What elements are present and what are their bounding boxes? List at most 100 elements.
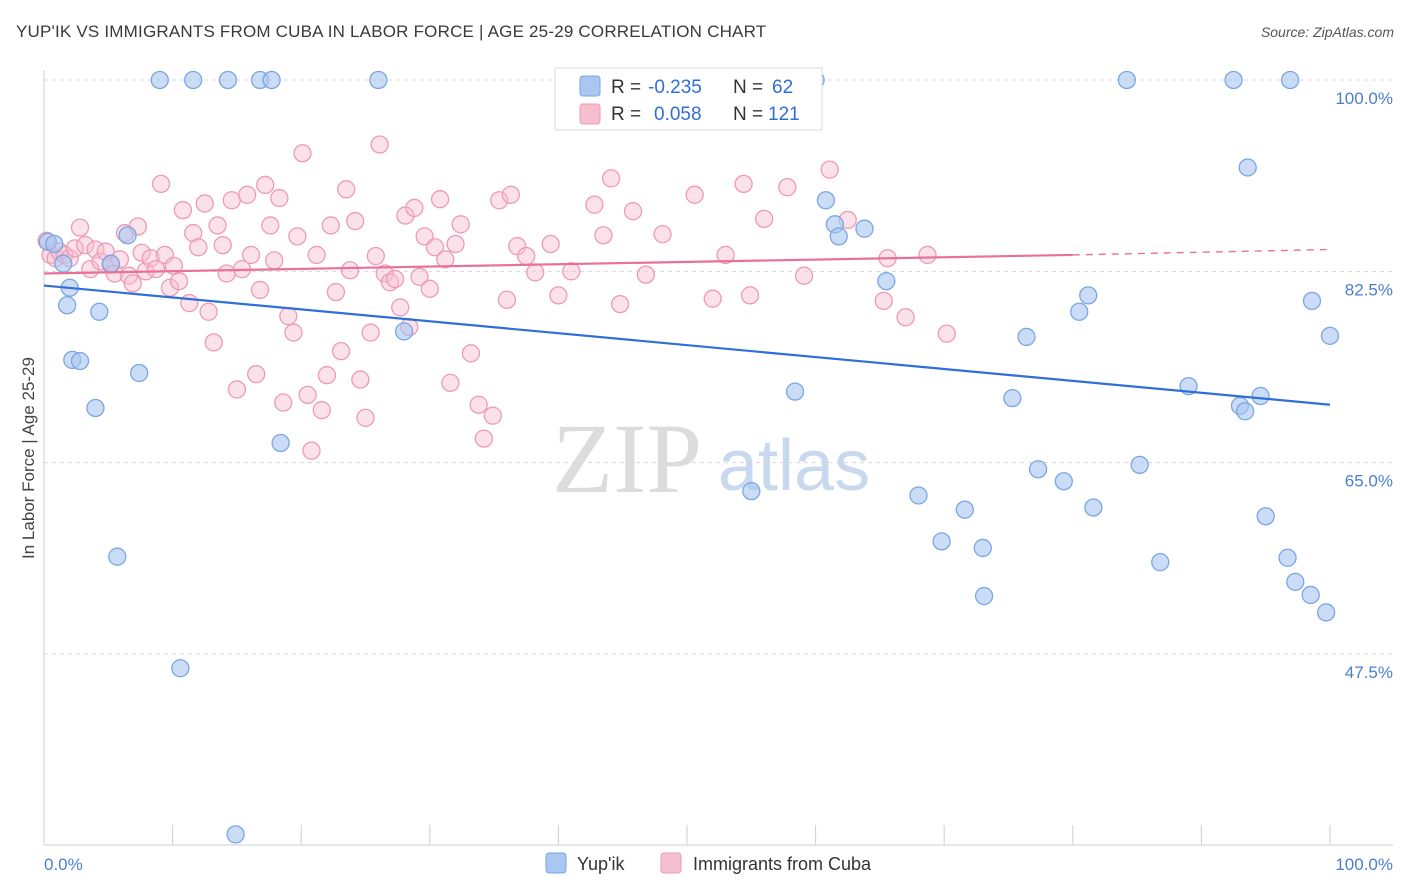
yupik-point [1251,386,1270,406]
cuba-point [293,144,312,163]
yupik-point [108,547,127,566]
yupik-point [1302,291,1322,311]
bottom-legend-yupik: Yup'ik [577,854,625,874]
yupik-point [1017,327,1036,347]
yupik-point [855,219,874,238]
cuba-point [274,393,293,412]
yupik-point [171,659,190,678]
cuba-point [146,259,166,279]
yupik-point [877,272,896,291]
cuba-point [420,279,439,298]
cuba-point [685,185,704,204]
cuba-point [256,175,275,195]
yupik-point [90,302,109,321]
cuba-point [653,225,672,244]
yupik-point [974,586,994,606]
yupik-point [785,382,805,401]
legend-r-label-2: R = [611,104,641,125]
cuba-point [204,333,223,352]
cuba-point [716,245,735,265]
yupik-point [1054,472,1073,491]
cuba-point [340,261,360,280]
cuba-point [874,291,893,311]
bottom-swatch-cuba [660,852,682,874]
cuba-point [298,385,317,405]
cuba-point [385,269,405,289]
yupik-point [1130,455,1149,475]
cuba-point [441,373,460,393]
cuba-point [189,238,208,257]
cuba-point [734,174,753,194]
y-tick-labels: 100.0% 82.5% 65.0% 47.5% [1335,89,1393,682]
cuba-point [351,370,370,389]
yupik-point [932,532,951,551]
cuba-point [380,273,400,292]
cuba-point [321,216,340,235]
cuba-point [317,366,337,385]
cuba-point [610,294,630,314]
yupik-point [70,351,90,371]
yupik-point [1256,507,1275,526]
watermark-atlas: atlas [718,426,870,506]
cuba-point [469,395,488,414]
cuba-point [601,169,621,188]
legend-n-value-2: 121 [768,104,800,125]
cuba-point [740,286,760,305]
cuba-point [279,307,298,326]
cuba-point [331,341,351,361]
cuba-point [169,272,189,291]
yupik-point [1238,158,1257,177]
cuba-point [483,406,502,425]
yupik-point [1278,548,1297,567]
cuba-point [265,251,284,270]
cuba-point [241,245,261,265]
y-tick-label: 100.0% [1335,89,1393,108]
cuba-point [490,191,509,210]
cuba-point [312,401,331,420]
cuba-point [76,235,95,255]
yupik-point [1084,498,1103,517]
cuba-point [501,185,520,204]
cuba-point [227,380,247,399]
cuba-point [326,282,346,302]
cuba-point [410,267,429,286]
cuba-point [213,235,232,255]
chart-title: YUP'IK VS IMMIGRANTS FROM CUBA IN LABOR … [16,22,767,41]
yupik-point [45,234,64,254]
legend-swatch-yupik [579,75,601,97]
cuba-point [288,227,307,246]
cuba-point [195,194,214,213]
cuba-point [247,364,266,384]
yupik-point [130,363,149,383]
yupik-point [394,322,414,341]
yupik-point [118,226,137,245]
cuba-point [199,302,218,321]
series-legend: Yup'ik Immigrants from Cuba [545,852,872,874]
legend-n-value-1: 62 [772,77,793,98]
yupik-point [742,481,761,501]
gridlines [44,79,1393,655]
trend-lines [43,248,1331,406]
yupik-point [54,254,73,273]
yupik-point [86,398,105,418]
cuba-point [526,263,545,282]
cuba-point [918,245,937,265]
axes [43,70,1393,846]
cuba-point [222,191,241,210]
legend-n-label-1: N = [733,77,763,98]
cuba-point [755,209,774,229]
yupik-point [816,191,836,210]
correlation-legend: R = -0.235 N = 62 R = 0.058 N = 121 [554,67,823,131]
cuba-point [270,188,289,208]
cuba-point [250,280,270,300]
yupik-trend-line [43,284,1331,406]
cuba-point [562,262,581,281]
cuba-point [430,190,450,209]
cuba-point [451,215,470,234]
cuba-point [184,223,203,243]
cuba-point [180,293,199,313]
legend-r-value-1: -0.235 [648,77,702,98]
yupik-point [1070,302,1089,321]
cuba-point [361,323,380,342]
